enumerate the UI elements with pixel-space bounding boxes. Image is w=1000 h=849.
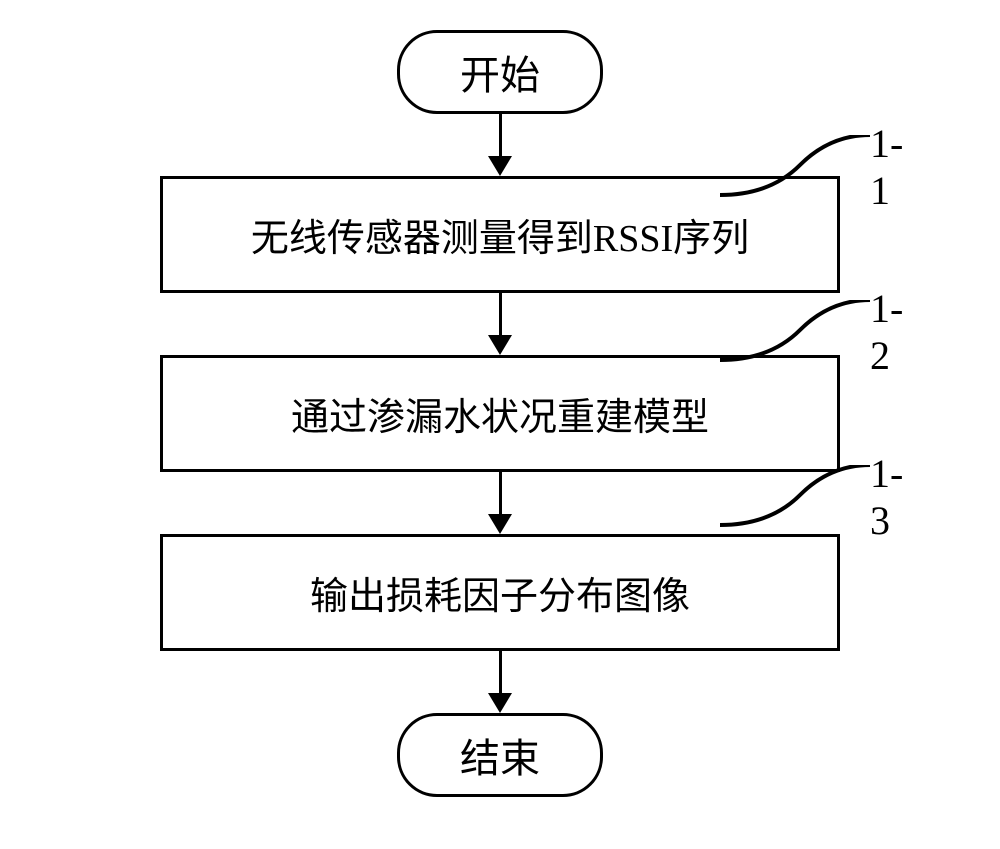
arrow-line bbox=[499, 651, 502, 693]
flowchart-container: 开始 无线传感器测量得到RSSI序列 通过渗漏水状况重建模型 输出损耗因子分布图… bbox=[0, 0, 1000, 797]
arrow-line bbox=[499, 293, 502, 335]
arrow-head bbox=[488, 514, 512, 534]
arrow-2 bbox=[488, 293, 512, 355]
label-3-text: 1-3 bbox=[870, 450, 903, 544]
label-curve-2 bbox=[720, 300, 880, 380]
step1-text: 无线传感器测量得到RSSI序列 bbox=[251, 218, 749, 260]
label-2-text: 1-2 bbox=[870, 285, 903, 379]
process-step-3: 输出损耗因子分布图像 bbox=[160, 534, 840, 651]
step2-text: 通过渗漏水状况重建模型 bbox=[291, 397, 709, 439]
step3-text: 输出损耗因子分布图像 bbox=[310, 576, 690, 618]
end-label: 结束 bbox=[460, 736, 540, 781]
arrow-line bbox=[499, 472, 502, 514]
start-label: 开始 bbox=[460, 53, 540, 98]
label-curve-1 bbox=[720, 135, 880, 215]
label-curve-3 bbox=[720, 465, 880, 545]
arrow-head bbox=[488, 335, 512, 355]
start-terminal: 开始 bbox=[397, 30, 603, 114]
arrow-head bbox=[488, 693, 512, 713]
arrow-1 bbox=[488, 114, 512, 176]
arrow-3 bbox=[488, 472, 512, 534]
arrow-4 bbox=[488, 651, 512, 713]
arrow-head bbox=[488, 156, 512, 176]
end-terminal: 结束 bbox=[397, 713, 603, 797]
label-1-text: 1-1 bbox=[870, 120, 903, 214]
arrow-line bbox=[499, 114, 502, 156]
